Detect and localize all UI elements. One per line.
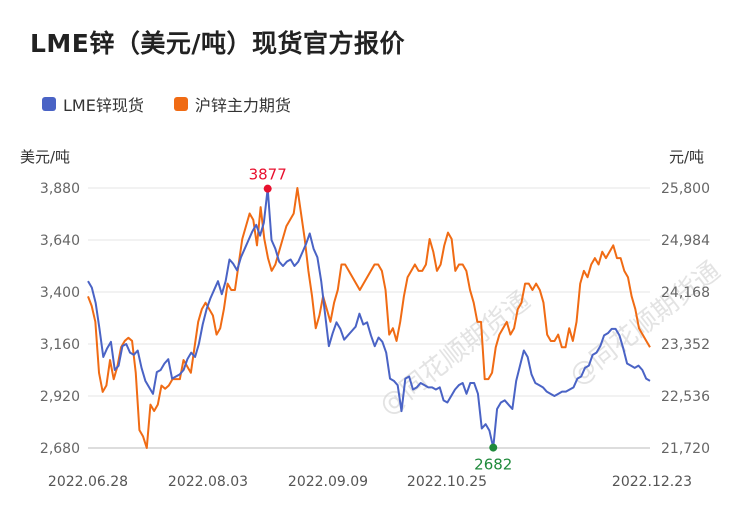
right-tick-label: 22,536	[661, 389, 710, 405]
x-tick-label: 2022.09.09	[288, 474, 368, 490]
legend-swatch-shfe	[173, 97, 188, 111]
legend-label-shfe: 沪锌主力期货	[194, 96, 291, 115]
left-axis-ticks: 3,880 3,640 3,400 3,160 2,920 2,680	[40, 181, 80, 457]
legend-item-shfe[interactable]: 沪锌主力期货	[173, 92, 291, 116]
left-tick-label: 3,880	[40, 181, 80, 197]
annotations: 3877 2682	[249, 166, 513, 474]
left-tick-label: 3,400	[40, 285, 80, 301]
right-tick-label: 24,984	[661, 233, 710, 249]
watermark-text: @同花顺期货通	[374, 286, 536, 422]
grid-lines	[88, 187, 650, 449]
annotation-label: 3877	[249, 166, 287, 184]
legend-label-lme: LME锌现货	[63, 96, 144, 115]
right-tick-label: 23,352	[661, 337, 710, 353]
right-axis-unit: 元/吨	[668, 148, 704, 166]
series-line-lme[interactable]	[87, 187, 651, 449]
x-tick-label: 2022.10.25	[407, 474, 487, 490]
right-axis-ticks: 25,800 24,984 24,168 23,352 22,536 21,720	[661, 181, 710, 457]
left-tick-label: 3,640	[40, 233, 80, 249]
left-axis-unit: 美元/吨	[20, 148, 71, 166]
left-tick-label: 3,160	[40, 337, 80, 353]
x-axis-ticks: 2022.06.28 2022.08.03 2022.09.09 2022.10.25…	[48, 474, 692, 490]
x-tick-label: 2022.12.23	[612, 474, 692, 490]
right-tick-label: 21,720	[661, 441, 710, 457]
series-lines	[87, 187, 651, 449]
chart-title: LME锌（美元/吨）现货官方报价	[30, 29, 406, 58]
legend-swatch-lme	[42, 97, 56, 111]
annotation-marker	[489, 443, 498, 452]
left-tick-label: 2,680	[40, 441, 80, 457]
x-tick-label: 2022.08.03	[168, 474, 248, 490]
x-tick-label: 2022.06.28	[48, 474, 128, 490]
series-line-shfe[interactable]	[87, 187, 651, 449]
annotation-marker	[263, 184, 272, 193]
right-tick-label: 24,168	[661, 285, 710, 301]
right-tick-label: 25,800	[661, 181, 710, 197]
legend-item-lme[interactable]: LME锌现货	[42, 92, 144, 116]
annotation-label: 2682	[474, 456, 512, 474]
left-tick-label: 2,920	[40, 389, 80, 405]
chart-legend: LME锌现货 沪锌主力期货	[42, 92, 321, 116]
